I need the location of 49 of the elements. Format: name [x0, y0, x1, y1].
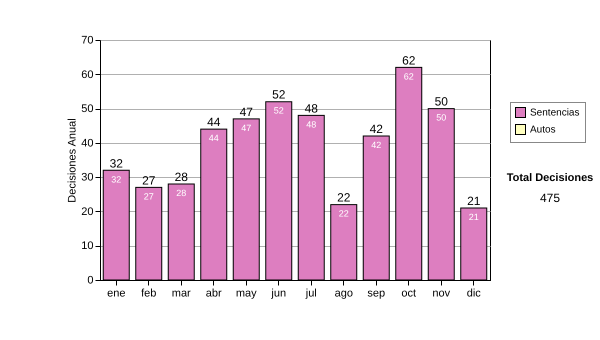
total-label: 44 [207, 115, 221, 130]
x-tick-label: nov [432, 288, 451, 300]
total-label: 52 [272, 88, 286, 102]
x-tick-label: ene [107, 288, 126, 300]
data-label: 48 [306, 119, 316, 130]
x-tick-label: ago [334, 288, 353, 300]
x-tick-label: feb [141, 288, 156, 300]
y-tick-label: 0 [87, 274, 94, 286]
x-tick-label: mar [172, 288, 192, 300]
x-tick-label: dic [466, 288, 482, 300]
y-tick-label: 60 [81, 68, 94, 81]
total-label: 27 [142, 173, 156, 188]
y-tick-label: 50 [81, 103, 94, 116]
x-tick-label: jun [270, 288, 286, 300]
total-label: 48 [304, 101, 318, 116]
legend-label: Autos [530, 124, 556, 136]
y-tick-label: 70 [81, 34, 94, 46]
total-label: 28 [174, 170, 188, 184]
x-tick-label: jul [304, 288, 317, 300]
text: Total Decisiones [506, 172, 594, 184]
y-tick-label: 30 [81, 172, 94, 184]
total-label: 47 [240, 104, 254, 119]
data-label: 21 [468, 212, 479, 222]
legend-label: Sentencias [530, 108, 580, 118]
total-label: 62 [402, 53, 416, 68]
total-label: 50 [434, 94, 448, 109]
total-label: 32 [110, 156, 124, 170]
total-label: 42 [370, 122, 384, 136]
total-label: 21 [467, 194, 481, 208]
text: 475 [540, 191, 560, 205]
x-tick-label: oct [401, 288, 416, 300]
data-label: 52 [274, 106, 284, 116]
data-label: 47 [241, 122, 252, 133]
x-tick-label: abr [206, 288, 222, 300]
data-label: 27 [144, 191, 154, 202]
total-label: 22 [337, 190, 351, 205]
data-label: 42 [371, 140, 382, 150]
data-label: 28 [176, 188, 186, 198]
x-tick-label: sep [367, 288, 386, 300]
data-label: 50 [436, 112, 446, 123]
y-tick-label: 10 [81, 240, 94, 252]
x-tick-label: may [236, 288, 258, 300]
data-label: 44 [208, 133, 219, 144]
data-label: 22 [338, 208, 349, 219]
y-tick-label: 40 [81, 137, 94, 150]
y-tick-label: 20 [81, 206, 94, 218]
y-axis-title: Decisiones Anual [66, 118, 78, 203]
data-label: 62 [404, 71, 414, 82]
data-label: 32 [111, 174, 122, 184]
